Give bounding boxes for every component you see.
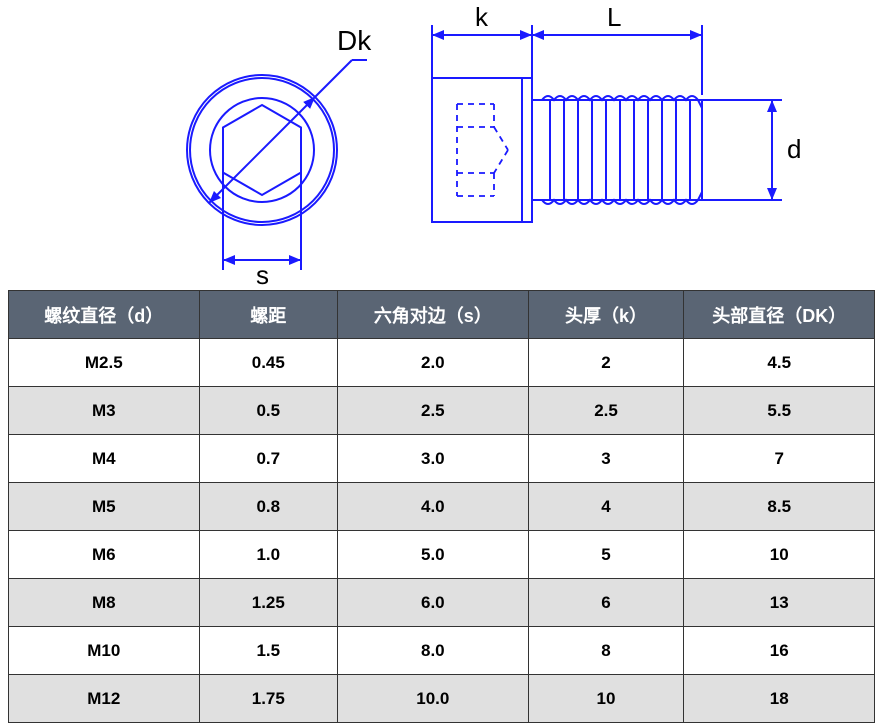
- th-pitch: 螺距: [199, 291, 338, 339]
- th-dk: 头部直径（DK）: [684, 291, 875, 339]
- cell: 5: [528, 531, 684, 579]
- cell: 0.7: [199, 435, 338, 483]
- table-row: M6 1.0 5.0 5 10: [9, 531, 875, 579]
- cell: M8: [9, 579, 200, 627]
- cell: 10: [528, 675, 684, 723]
- k-dimension: [432, 25, 532, 78]
- cell: 2.0: [338, 339, 529, 387]
- th-k: 头厚（k）: [528, 291, 684, 339]
- cell: 4.5: [684, 339, 875, 387]
- cell: M12: [9, 675, 200, 723]
- cell: 4: [528, 483, 684, 531]
- cell: 3: [528, 435, 684, 483]
- cell: 6.0: [338, 579, 529, 627]
- side-view: [432, 78, 702, 222]
- cell: 8.0: [338, 627, 529, 675]
- th-d: 螺纹直径（d）: [9, 291, 200, 339]
- th-s: 六角对边（s）: [338, 291, 529, 339]
- diagram-area: Dk s: [0, 0, 883, 290]
- table-body: M2.5 0.45 2.0 2 4.5 M3 0.5 2.5 2.5 5.5 M…: [9, 339, 875, 723]
- table-row: M10 1.5 8.0 8 16: [9, 627, 875, 675]
- cell: 0.5: [199, 387, 338, 435]
- cell: 8: [528, 627, 684, 675]
- cell: 5.0: [338, 531, 529, 579]
- cell: 13: [684, 579, 875, 627]
- cell: 2.5: [528, 387, 684, 435]
- k-label: k: [475, 2, 489, 32]
- cell: 1.25: [199, 579, 338, 627]
- cell: M4: [9, 435, 200, 483]
- dk-label: Dk: [337, 25, 372, 56]
- l-label: L: [607, 2, 621, 32]
- spec-table-area: 螺纹直径（d） 螺距 六角对边（s） 头厚（k） 头部直径（DK） M2.5 0…: [0, 290, 883, 723]
- cell: 6: [528, 579, 684, 627]
- screw-diagram: Dk s: [62, 0, 822, 290]
- cell: 18: [684, 675, 875, 723]
- cell: 10: [684, 531, 875, 579]
- cell: 0.45: [199, 339, 338, 387]
- d-dimension: [702, 100, 782, 200]
- cell: 4.0: [338, 483, 529, 531]
- spec-table: 螺纹直径（d） 螺距 六角对边（s） 头厚（k） 头部直径（DK） M2.5 0…: [8, 290, 875, 723]
- cell: 16: [684, 627, 875, 675]
- cell: 2: [528, 339, 684, 387]
- cell: M2.5: [9, 339, 200, 387]
- cell: M10: [9, 627, 200, 675]
- cell: 1.0: [199, 531, 338, 579]
- cell: 0.8: [199, 483, 338, 531]
- table-row: M4 0.7 3.0 3 7: [9, 435, 875, 483]
- cell: 1.75: [199, 675, 338, 723]
- l-dimension: [532, 25, 702, 95]
- cell: 5.5: [684, 387, 875, 435]
- cell: M5: [9, 483, 200, 531]
- cell: M3: [9, 387, 200, 435]
- table-row: M8 1.25 6.0 6 13: [9, 579, 875, 627]
- table-row: M3 0.5 2.5 2.5 5.5: [9, 387, 875, 435]
- cell: 10.0: [338, 675, 529, 723]
- table-row: M12 1.75 10.0 10 18: [9, 675, 875, 723]
- table-row: M2.5 0.45 2.0 2 4.5: [9, 339, 875, 387]
- table-row: M5 0.8 4.0 4 8.5: [9, 483, 875, 531]
- s-label: s: [256, 260, 269, 290]
- table-header-row: 螺纹直径（d） 螺距 六角对边（s） 头厚（k） 头部直径（DK）: [9, 291, 875, 339]
- cell: 8.5: [684, 483, 875, 531]
- cell: 7: [684, 435, 875, 483]
- d-label: d: [787, 134, 801, 164]
- cell: 3.0: [338, 435, 529, 483]
- cell: 2.5: [338, 387, 529, 435]
- cell: M6: [9, 531, 200, 579]
- cell: 1.5: [199, 627, 338, 675]
